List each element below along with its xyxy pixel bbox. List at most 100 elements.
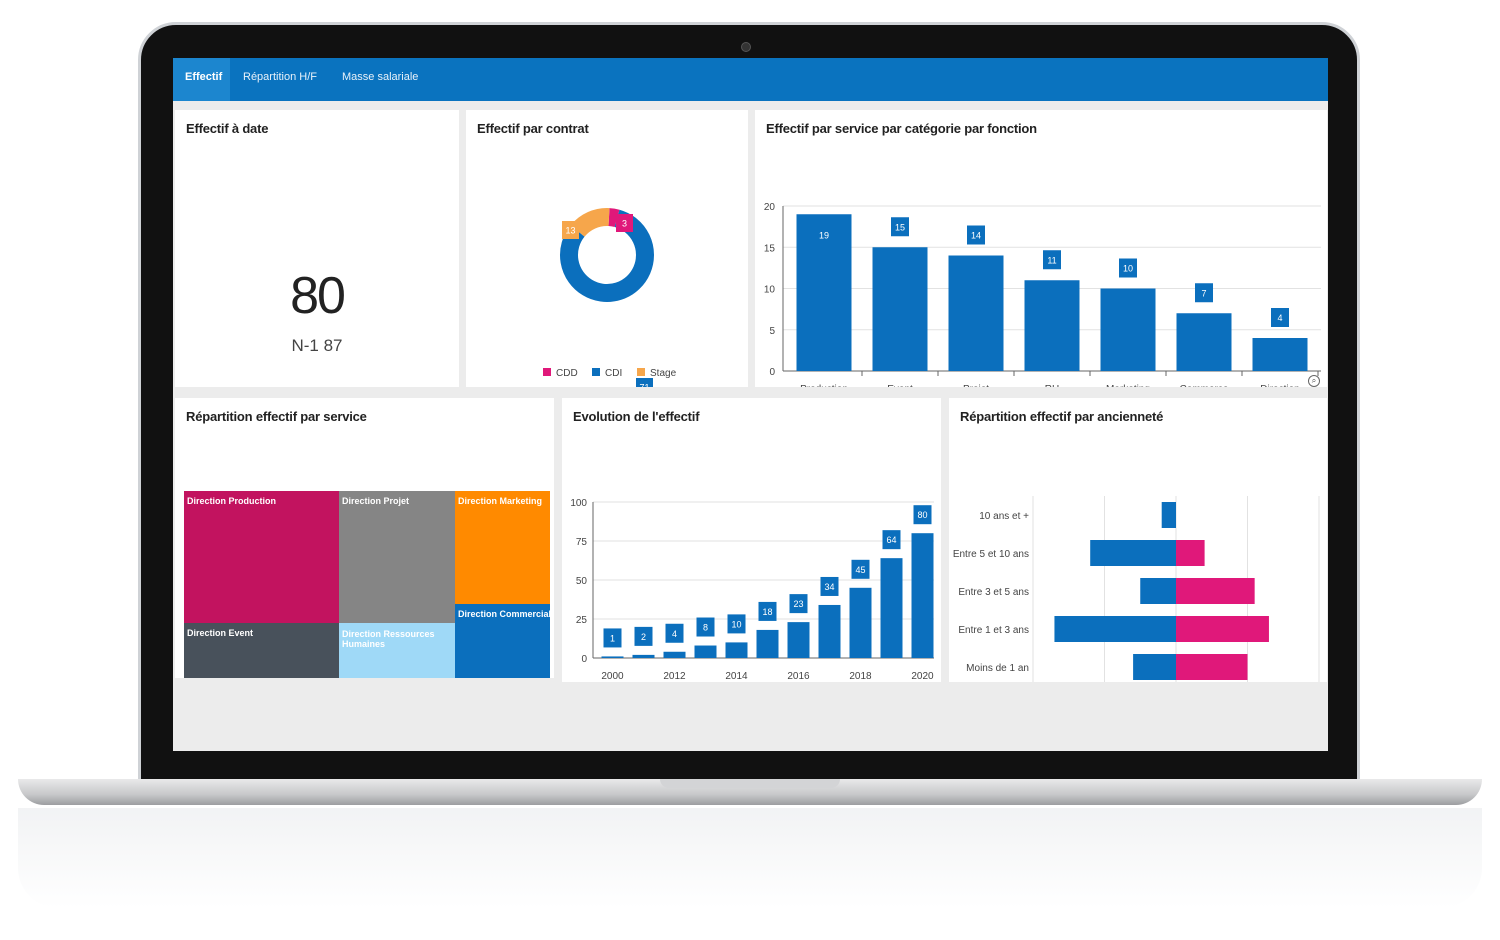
- data-label-2017: 34: [824, 582, 834, 592]
- bar-2019: [880, 558, 903, 658]
- data-label-box-2000: [603, 628, 622, 648]
- treemap-cell-direction-projet: [339, 491, 455, 623]
- tab-masse-salariale[interactable]: Masse salariale: [342, 71, 419, 83]
- kpi-card: Effectif à date 80 N-1 87: [175, 110, 459, 387]
- dashboard-screen: Effectif Répartition H/F Masse salariale…: [173, 58, 1328, 751]
- data-label-box-2020: [913, 505, 932, 525]
- data-label-box-rh: [1043, 250, 1061, 270]
- treemap-label-direction-marketing: Direction Marketing: [458, 496, 542, 506]
- data-label-2012: 4: [672, 629, 677, 639]
- y-tick-label: 0: [769, 367, 775, 378]
- seniority-title: Répartition effectif par ancienneté: [960, 409, 1164, 424]
- donut-label-box-stage: [562, 221, 579, 239]
- bar-2014: [725, 642, 748, 658]
- bar-hommes-moins-de-1-an: [1133, 654, 1176, 680]
- data-label-box-2010: [634, 626, 653, 646]
- data-label-2020: 80: [917, 510, 927, 520]
- evolution-title: Evolution de l'effectif: [573, 409, 700, 424]
- evolution-card: Evolution de l'effectif 0 25 50 75 100 1 2000 2…: [562, 398, 941, 682]
- data-label-box-event: [891, 217, 909, 237]
- donut-data-label-cdd: 3: [622, 219, 627, 229]
- y-tick-label: 15: [764, 243, 776, 254]
- legend-swatch-cdi: [592, 368, 600, 376]
- x-tick-label-rh: RH: [1045, 384, 1059, 387]
- y-tick-label: 0: [581, 654, 587, 665]
- service-title: Effectif par service par catégorie par f…: [766, 121, 1037, 136]
- bar-2020: [911, 533, 934, 658]
- legend-swatch-stage: [637, 368, 645, 376]
- service-card: Effectif par service par catégorie par f…: [755, 110, 1327, 387]
- data-label-box-2015: [758, 601, 777, 621]
- bar-2010: [632, 654, 655, 658]
- treemap-cell-direction-event: [184, 623, 339, 678]
- treemap-label-direction-commerciale: Direction Commerciale: [458, 609, 554, 619]
- donut-label-box-cdd: [616, 214, 633, 232]
- y-tick-label-entre-5-et-10-ans: Entre 5 et 10 ans: [953, 549, 1029, 560]
- y-tick-label-moins-de-1-an: Moins de 1 an: [966, 663, 1029, 674]
- bar-hommes-entre-1-et-3-ans: [1054, 616, 1176, 642]
- treemap-label-direction-event: Direction Event: [187, 628, 253, 638]
- donut-slice-cdi: [560, 209, 654, 302]
- legend-label-cdi: CDI: [605, 368, 622, 379]
- kpi-value: 80: [290, 267, 346, 325]
- data-label-commerce: 7: [1201, 288, 1206, 298]
- data-label-box-commerce: [1195, 283, 1213, 303]
- treemap-label-direction-production: Direction Production: [187, 496, 276, 506]
- data-label-event: 15: [895, 222, 905, 232]
- bar-2015: [756, 629, 779, 658]
- y-tick-label: 20: [764, 202, 776, 213]
- y-tick-label-10-ans-et-: 10 ans et +: [979, 511, 1029, 522]
- data-label-box-2019: [882, 530, 901, 550]
- bar-hommes-entre-3-et-5-ans: [1140, 578, 1176, 604]
- data-label-box-2016: [789, 594, 808, 614]
- webcam: [741, 42, 751, 52]
- y-tick-label-entre-3-et-5-ans: Entre 3 et 5 ans: [958, 587, 1029, 598]
- treemap-cell-direction-marketing: [455, 491, 550, 604]
- magnifier-icon[interactable]: ⌕: [1308, 375, 1320, 387]
- bar-2018: [849, 587, 872, 658]
- y-tick-label: 5: [769, 326, 775, 337]
- kpi-previous: N-1 87: [291, 336, 343, 355]
- data-label-direction: 4: [1277, 313, 1282, 323]
- bar-2017: [818, 604, 841, 658]
- y-tick-label-entre-1-et-3-ans: Entre 1 et 3 ans: [958, 625, 1029, 636]
- treemap-label-direction-ressources-humaines-line2: Humaines: [342, 639, 385, 649]
- donut-chart: 3 71 13 CDD CDI Stage: [543, 208, 677, 388]
- bar-2012: [663, 651, 686, 658]
- data-label-box-2012: [665, 623, 684, 643]
- data-label-2014: 10: [731, 619, 741, 629]
- donut-data-label-stage: 13: [565, 226, 575, 236]
- x-tick-label-projet: Projet: [963, 384, 989, 387]
- bar-2016: [787, 622, 810, 658]
- x-tick-label-2020: 2020: [911, 671, 934, 682]
- data-label-box-2017: [820, 576, 839, 596]
- tab-effectif[interactable]: Effectif: [173, 58, 230, 101]
- legend-label-cdd: CDD: [556, 368, 578, 379]
- data-label-production: 19: [819, 230, 829, 240]
- y-tick-label: 10: [764, 285, 776, 296]
- treemap-cell-direction-production: [184, 491, 339, 623]
- y-tick-label: 25: [576, 615, 588, 626]
- bar-marketing: [1100, 288, 1156, 371]
- x-tick-label-2012: 2012: [663, 671, 686, 682]
- y-tick-label: 75: [576, 537, 588, 548]
- donut-data-label-cdi: 71: [639, 383, 649, 388]
- x-tick-label-2000: 2000: [601, 671, 624, 682]
- data-label-2018: 45: [855, 565, 865, 575]
- bar-2000: [601, 656, 624, 658]
- bar-event: [872, 247, 928, 371]
- donut-slice-stage: [570, 208, 610, 238]
- y-tick-label: 100: [570, 498, 587, 509]
- bar-rh: [1024, 280, 1080, 371]
- y-tick-label: 50: [576, 576, 588, 587]
- kpi-title: Effectif à date: [186, 121, 269, 136]
- treemap-label-direction-projet: Direction Projet: [342, 496, 409, 506]
- donut-slice-cdd: [608, 208, 620, 228]
- bar-hommes-entre-5-et-10-ans: [1090, 540, 1176, 566]
- tab-repartition-hf[interactable]: Répartition H/F: [243, 71, 317, 83]
- treemap-card: Répartition effectif par service Directi…: [175, 398, 554, 678]
- bar-commerce: [1176, 313, 1232, 371]
- data-label-2019: 64: [886, 535, 896, 545]
- data-label-2016: 23: [793, 599, 803, 609]
- x-tick-label-direction: Direction: [1260, 384, 1299, 387]
